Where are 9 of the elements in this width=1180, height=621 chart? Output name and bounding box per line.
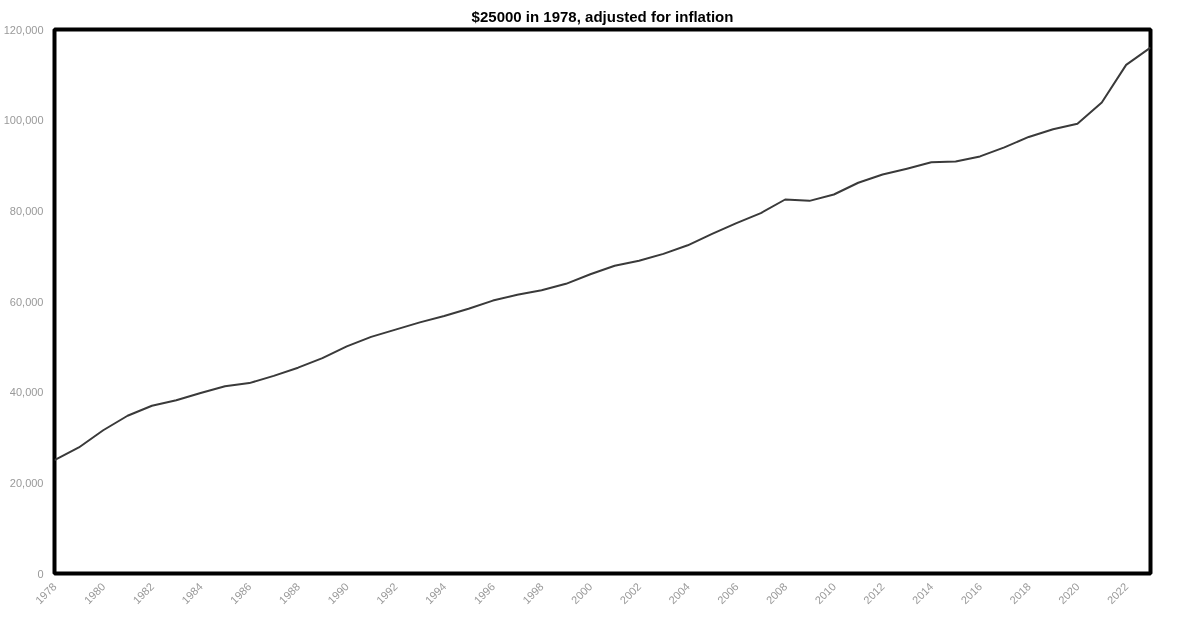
y-tick-label: 0 [37,567,44,580]
y-tick-label: 60,000 [9,295,44,308]
y-tick-label: 40,000 [9,386,44,399]
y-tick-label: 80,000 [9,204,44,217]
line-series [54,46,1151,462]
chart-title: $25000 in 1978, adjusted for inflation [471,7,734,25]
y-tick-label: 20,000 [9,476,44,489]
y-tick-label: 120,000 [3,23,44,36]
y-tick-label: 100,000 [3,114,44,127]
